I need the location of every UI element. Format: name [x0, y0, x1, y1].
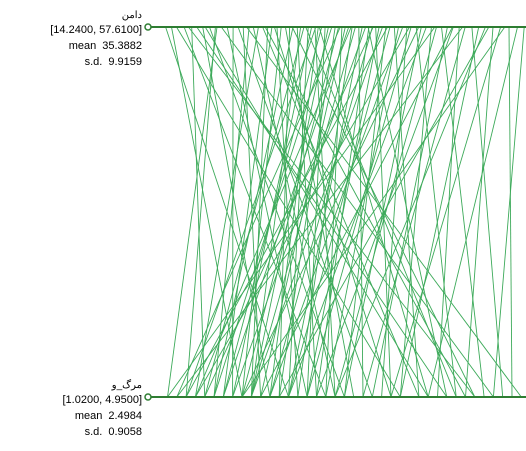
record-line-61 — [399, 26, 432, 398]
record-line-91 — [241, 26, 420, 398]
record-line-56 — [381, 26, 408, 398]
record-line-68 — [471, 26, 504, 398]
record-line-8 — [185, 26, 216, 398]
record-line-59 — [343, 26, 422, 398]
top-axis-handle[interactable] — [144, 23, 152, 31]
bottom-axis-mean-value: 2.4984 — [108, 410, 142, 422]
record-line-20 — [276, 26, 299, 398]
record-line-70 — [334, 26, 486, 398]
record-line-6 — [202, 26, 271, 398]
record-line-44 — [288, 26, 363, 398]
record-line-69 — [399, 26, 480, 398]
record-line-57 — [306, 26, 412, 398]
record-line-67 — [362, 26, 466, 398]
record-line-40 — [222, 26, 350, 398]
record-line-43 — [358, 26, 364, 398]
record-line-17 — [262, 26, 420, 398]
record-line-95 — [204, 26, 374, 398]
record-line-54 — [325, 26, 399, 398]
bottom-axis-sd-label: s.d. — [84, 426, 103, 438]
record-line-96 — [260, 26, 453, 398]
record-line-97 — [241, 26, 506, 398]
bottom-axis-sd: s.d. 0.9058 — [62, 424, 142, 440]
top-axis-name: دامن — [121, 10, 142, 21]
bottom-axis-name: مرگ_و — [111, 380, 142, 391]
record-line-53 — [393, 26, 420, 398]
top-axis-mean-value: 35.3882 — [102, 40, 142, 52]
top-axis-sd: s.d. 9.9159 — [50, 54, 142, 70]
top-axis-mean: mean 35.3882 — [50, 38, 142, 54]
record-line-5 — [196, 26, 448, 398]
record-line-81 — [167, 26, 436, 398]
record-line-82 — [167, 26, 218, 398]
record-line-78 — [305, 26, 457, 398]
record-line-42 — [250, 26, 356, 398]
record-line-72 — [390, 26, 502, 398]
record-line-11 — [232, 26, 234, 398]
bottom-axis-mean: mean 2.4984 — [62, 408, 142, 424]
top-axis-range: [14.2400, 57.6100] — [50, 24, 142, 36]
record-line-80 — [185, 26, 388, 398]
record-line-47 — [269, 26, 373, 398]
record-line-86 — [195, 26, 410, 398]
record-line-31 — [269, 26, 319, 398]
record-line-71 — [465, 26, 494, 398]
record-line-74 — [427, 26, 518, 398]
top-axis-sd-label: s.d. — [84, 56, 103, 68]
record-line-90 — [194, 26, 352, 398]
top-axis-mean-label: mean — [68, 40, 97, 52]
record-line-52 — [288, 26, 391, 398]
bottom-axis-mean-label: mean — [74, 410, 103, 422]
record-line-73 — [508, 26, 513, 398]
record-line-87 — [176, 26, 463, 398]
record-line-49 — [306, 26, 380, 398]
record-line-1 — [171, 26, 243, 398]
record-line-65 — [316, 26, 454, 398]
record-line-45 — [232, 26, 367, 398]
top-axis-info: دامن [14.2400, 57.6100] mean 35.3882 s.d.… — [50, 10, 142, 70]
record-line-66 — [437, 26, 460, 398]
record-line-21 — [241, 26, 282, 398]
record-line-3 — [183, 26, 327, 398]
record-line-18 — [250, 26, 269, 398]
bottom-axis-range: [1.0200, 4.9500] — [62, 394, 142, 406]
record-line-85 — [367, 26, 448, 398]
record-line-24 — [213, 26, 294, 398]
record-line-4 — [191, 26, 206, 398]
record-line-55 — [269, 26, 404, 398]
record-line-16 — [194, 26, 259, 398]
record-line-60 — [288, 26, 427, 398]
record-line-58 — [415, 26, 457, 398]
record-line-92 — [278, 26, 490, 398]
record-line-88 — [204, 26, 429, 398]
record-line-75 — [492, 26, 525, 398]
record-line-10 — [226, 26, 308, 398]
record-line-12 — [237, 26, 373, 398]
record-line-38 — [325, 26, 343, 398]
record-line-77 — [264, 26, 466, 398]
record-line-94 — [185, 26, 317, 398]
record-line-62 — [334, 26, 437, 398]
bottom-axis-sd-value: 0.9058 — [108, 426, 142, 438]
top-axis-sd-value: 9.9159 — [108, 56, 142, 68]
record-line-93 — [188, 26, 476, 398]
record-line-79 — [176, 26, 341, 398]
record-line-36 — [278, 26, 336, 398]
bottom-axis-handle[interactable] — [144, 393, 152, 401]
bottom-axis-info: مرگ_و [1.0200, 4.9500] mean 2.4984 s.d. 0.… — [62, 380, 142, 440]
